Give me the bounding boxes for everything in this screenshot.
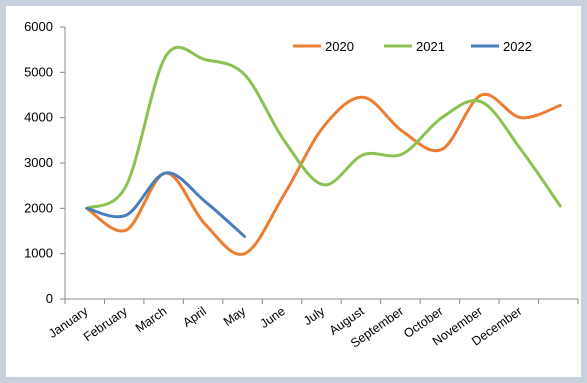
x-tick-label: March <box>133 304 170 335</box>
x-tick-label: April <box>180 304 209 330</box>
legend: 2020 2021 2022 <box>293 39 532 54</box>
x-tick-label: July <box>301 304 328 329</box>
series-line-2022 <box>85 171 247 238</box>
series-lines <box>85 45 562 256</box>
y-tick-label: 6000 <box>24 19 53 34</box>
y-tick-label: 3000 <box>24 155 53 170</box>
series-line-2020 <box>85 92 562 256</box>
y-axis-ticks: 0 1000 2000 3000 4000 5000 6000 <box>24 19 65 306</box>
x-tick-label: February <box>81 304 131 345</box>
axes <box>64 27 578 300</box>
y-tick-label: 5000 <box>24 64 53 79</box>
y-tick-label: 1000 <box>24 246 53 261</box>
y-tick-label: 2000 <box>24 200 53 215</box>
y-tick-label: 4000 <box>24 110 53 125</box>
legend-label-2020: 2020 <box>325 39 354 54</box>
x-tick-label: June <box>258 304 288 331</box>
series-line-2021 <box>85 45 562 210</box>
x-tick-label: May <box>221 304 249 329</box>
chart-frame: 0 1000 2000 3000 4000 5000 6000 January Februar… <box>6 6 581 377</box>
legend-label-2022: 2022 <box>503 39 532 54</box>
legend-label-2021: 2021 <box>416 39 445 54</box>
y-tick-label: 0 <box>46 291 53 306</box>
